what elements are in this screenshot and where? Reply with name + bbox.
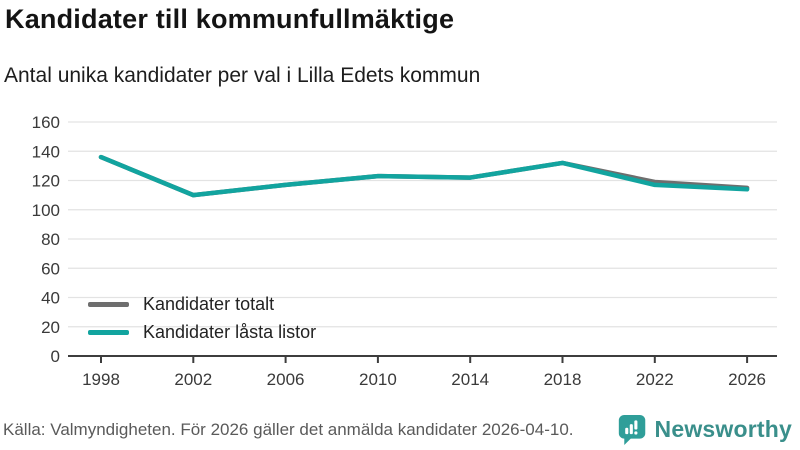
svg-text:2014: 2014 bbox=[451, 370, 489, 389]
svg-text:100: 100 bbox=[32, 201, 60, 220]
source-note: Källa: Valmyndigheten. För 2026 gäller d… bbox=[3, 419, 574, 439]
legend-item-locked-lists: Kandidater låsta listor bbox=[88, 318, 316, 346]
svg-text:140: 140 bbox=[32, 142, 60, 161]
svg-text:80: 80 bbox=[41, 230, 60, 249]
chart-legend: Kandidater totalt Kandidater låsta listo… bbox=[88, 290, 316, 346]
legend-item-total: Kandidater totalt bbox=[88, 290, 316, 318]
svg-text:1998: 1998 bbox=[82, 370, 120, 389]
svg-text:60: 60 bbox=[41, 259, 60, 278]
page-subtitle: Antal unika kandidater per val i Lilla E… bbox=[4, 64, 481, 87]
svg-text:40: 40 bbox=[41, 289, 60, 308]
legend-swatch-total bbox=[88, 301, 129, 307]
newsworthy-logo-text: Newsworthy bbox=[654, 416, 792, 442]
footer: Källa: Valmyndigheten. För 2026 gäller d… bbox=[0, 413, 800, 450]
svg-text:120: 120 bbox=[32, 172, 60, 191]
svg-text:160: 160 bbox=[32, 113, 60, 132]
svg-text:2018: 2018 bbox=[544, 370, 582, 389]
svg-text:0: 0 bbox=[51, 347, 60, 366]
svg-text:2006: 2006 bbox=[267, 370, 305, 389]
svg-text:20: 20 bbox=[41, 318, 60, 337]
legend-swatch-locked-lists bbox=[88, 329, 129, 335]
svg-text:2022: 2022 bbox=[636, 370, 674, 389]
newsworthy-logo-icon bbox=[618, 414, 645, 445]
legend-label-locked-lists: Kandidater låsta listor bbox=[143, 321, 317, 342]
svg-text:2010: 2010 bbox=[359, 370, 397, 389]
legend-label-total: Kandidater totalt bbox=[143, 293, 275, 314]
page-title: Kandidater till kommunfullmäktige bbox=[5, 4, 455, 34]
svg-text:2026: 2026 bbox=[728, 370, 766, 389]
newsworthy-logo: Newsworthy bbox=[617, 414, 792, 446]
svg-text:2002: 2002 bbox=[174, 370, 212, 389]
line-chart: 0 20 40 60 80 100 120 140 160 1998 2002 2006 2010 201… bbox=[32, 113, 777, 389]
